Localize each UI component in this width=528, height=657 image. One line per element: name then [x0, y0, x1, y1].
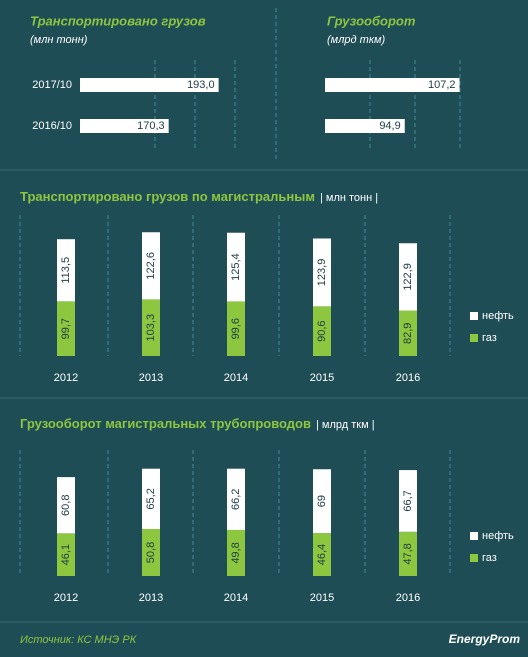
value-label: 46,4: [316, 544, 328, 565]
legend-label: нефть: [482, 530, 514, 542]
bar-segment: [142, 232, 160, 300]
value-label: 94,9: [379, 120, 400, 132]
value-label: 170,3: [137, 120, 165, 132]
chart-title: Транспортировано грузов по магистральным…: [20, 189, 378, 204]
legend-swatch: [470, 554, 478, 562]
legend-label: нефть: [482, 310, 514, 322]
x-tick-label: 2016: [396, 372, 420, 384]
source: Источник: КС МНЭ РК: [20, 634, 137, 646]
value-label: 122,9: [402, 263, 414, 291]
value-label: 107,2: [428, 79, 456, 91]
value-label: 123,9: [316, 259, 328, 287]
bar-segment: [313, 533, 331, 576]
value-label: 99,6: [230, 318, 242, 339]
chart-title: Грузооборот: [327, 13, 416, 28]
legend-swatch: [470, 312, 478, 320]
legend-swatch: [470, 532, 478, 540]
value-label: 193,0: [187, 79, 215, 91]
chart-title: Транспортировано грузов: [30, 13, 206, 28]
value-label: 69: [316, 495, 328, 507]
category-label: 2016/10: [32, 120, 72, 132]
bar-segment: [57, 533, 75, 576]
bar-segment: [227, 232, 245, 302]
x-tick-label: 2015: [310, 372, 334, 384]
value-label: 49,8: [230, 542, 242, 563]
chart-title: Грузооборот магистральных трубопроводов |…: [20, 416, 375, 431]
x-tick-label: 2013: [139, 372, 163, 384]
bar-segment: [227, 301, 245, 356]
bar-segment: [399, 310, 417, 356]
x-tick-label: 2013: [139, 592, 163, 604]
unit: | млн тонн |: [320, 192, 378, 204]
bar-segment: [57, 239, 75, 302]
title-text: Транспортировано грузов по магистральным: [20, 189, 315, 204]
value-label: 65,2: [145, 488, 157, 509]
bar-segment: [313, 306, 331, 356]
value-label: 66,7: [402, 490, 414, 511]
value-label: 90,6: [316, 320, 328, 341]
bar-segment: [142, 299, 160, 356]
value-label: 47,8: [402, 543, 414, 564]
bar: [325, 119, 405, 133]
x-tick-label: 2016: [396, 592, 420, 604]
value-label: 50,8: [145, 542, 157, 563]
legend-label: газ: [482, 552, 497, 564]
bar-segment: [313, 238, 331, 307]
value-label: 82,9: [402, 323, 414, 344]
value-label: 66,2: [230, 489, 242, 510]
bar: [325, 78, 460, 92]
bar-segment: [399, 531, 417, 576]
x-tick-label: 2014: [224, 372, 248, 384]
chart-subtitle: (млрд ткм): [327, 34, 386, 46]
category-label: 2017/10: [32, 79, 72, 91]
value-label: 99,7: [60, 318, 72, 339]
legend-swatch: [470, 334, 478, 342]
chart-subtitle: (млн тонн): [30, 34, 88, 46]
value-label: 125,4: [230, 253, 242, 281]
x-tick-label: 2015: [310, 592, 334, 604]
bar-segment: [399, 470, 417, 532]
value-label: 46,1: [60, 544, 72, 565]
unit: | млрд ткм |: [316, 419, 375, 431]
bar-segment: [142, 529, 160, 576]
bar-segment: [227, 529, 245, 576]
bar: [80, 78, 219, 92]
bar-segment: [142, 468, 160, 530]
logo: EnergyProm: [449, 632, 521, 646]
bar-segment: [57, 301, 75, 356]
bar-segment: [57, 477, 75, 534]
x-tick-label: 2012: [54, 592, 78, 604]
value-label: 60,8: [60, 495, 72, 516]
value-label: 122,6: [145, 252, 157, 280]
bar-segment: [227, 468, 245, 530]
title-text: Грузооборот магистральных трубопроводов: [20, 416, 311, 431]
x-tick-label: 2012: [54, 372, 78, 384]
legend-label: газ: [482, 332, 497, 344]
value-label: 113,5: [60, 257, 72, 284]
x-tick-label: 2014: [224, 592, 248, 604]
bar-segment: [399, 243, 417, 311]
value-label: 103,3: [145, 314, 157, 342]
bar-segment: [313, 469, 331, 534]
bar: [80, 119, 169, 133]
